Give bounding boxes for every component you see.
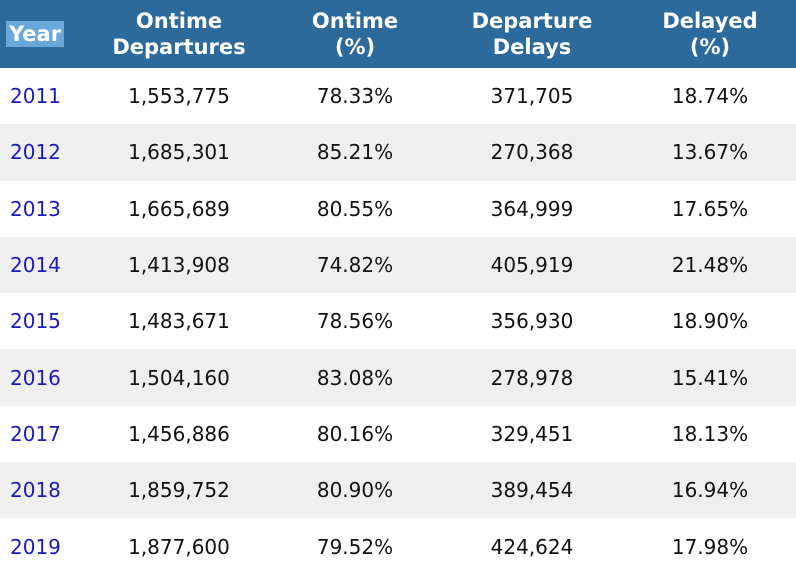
delayed-pct-cell: 17.65%: [671, 196, 749, 221]
ontime-departures-cell: 1,483,671: [128, 309, 230, 334]
ontime-pct-cell: 83.08%: [316, 365, 394, 390]
ontime-pct-cell: 80.55%: [316, 196, 394, 221]
ontime-departures-cell: 1,456,886: [128, 421, 230, 446]
departure-delays-cell: 371,705: [490, 84, 574, 109]
year-link[interactable]: 2017: [10, 421, 61, 446]
delayed-pct-cell: 18.90%: [671, 309, 749, 334]
ontime-departures-cell: 1,665,689: [128, 196, 230, 221]
header-row: Year Ontime Departures Ontime (%) Depart…: [0, 0, 796, 68]
table-row: 2019 1,877,600 79.52% 424,624 17.98%: [0, 518, 796, 574]
ontime-pct-cell: 80.90%: [316, 478, 394, 503]
ontime-pct-cell: 78.56%: [316, 309, 394, 334]
header-ontime-departures-line2: Departures: [112, 35, 246, 59]
departure-delays-cell: 405,919: [490, 253, 574, 278]
ontime-departures-cell: 1,504,160: [128, 365, 230, 390]
ontime-pct-cell: 78.33%: [316, 84, 394, 109]
delayed-pct-cell: 18.74%: [671, 84, 749, 109]
header-delayed-pct: Delayed (%): [624, 0, 796, 68]
departure-delays-cell: 389,454: [490, 478, 574, 503]
year-link[interactable]: 2018: [10, 478, 61, 503]
header-departure-delays-line1: Departure: [471, 9, 593, 33]
ontime-pct-cell: 79.52%: [316, 534, 394, 559]
year-link[interactable]: 2011: [10, 84, 61, 109]
table-body: 2011 1,553,775 78.33% 371,705 18.74% 201…: [0, 68, 796, 575]
header-ontime-departures: Ontime Departures: [88, 0, 270, 68]
year-link[interactable]: 2013: [10, 196, 61, 221]
year-link[interactable]: 2014: [10, 253, 61, 278]
header-ontime-pct: Ontime (%): [270, 0, 440, 68]
header-delayed-pct-line2: (%): [689, 35, 731, 59]
departure-delays-cell: 278,978: [490, 365, 574, 390]
table-header: Year Ontime Departures Ontime (%) Depart…: [0, 0, 796, 68]
table-row: 2011 1,553,775 78.33% 371,705 18.74%: [0, 68, 796, 124]
ontime-pct-cell: 85.21%: [316, 140, 394, 165]
header-delayed-pct-line1: Delayed: [662, 9, 758, 33]
ontime-pct-cell: 80.16%: [316, 421, 394, 446]
delayed-pct-cell: 17.98%: [671, 534, 749, 559]
year-link[interactable]: 2015: [10, 309, 61, 334]
table-row: 2016 1,504,160 83.08% 278,978 15.41%: [0, 349, 796, 406]
departure-delays-cell: 356,930: [490, 309, 574, 334]
ontime-departures-cell: 1,685,301: [128, 140, 230, 165]
delayed-pct-cell: 15.41%: [671, 365, 749, 390]
ontime-departures-cell: 1,553,775: [128, 84, 230, 109]
table-row: 2018 1,859,752 80.90% 389,454 16.94%: [0, 462, 796, 519]
departure-delays-cell: 270,368: [490, 140, 574, 165]
departure-delays-cell: 364,999: [490, 196, 574, 221]
departure-delays-cell: 329,451: [490, 421, 574, 446]
table-row: 2013 1,665,689 80.55% 364,999 17.65%: [0, 181, 796, 237]
ontime-departures-cell: 1,877,600: [128, 534, 230, 559]
header-departure-delays: Departure Delays: [440, 0, 624, 68]
header-ontime-departures-line1: Ontime: [135, 9, 223, 33]
departure-delays-cell: 424,624: [490, 534, 574, 559]
year-link[interactable]: 2019: [10, 534, 61, 559]
header-departure-delays-line2: Delays: [492, 35, 572, 59]
delayed-pct-cell: 18.13%: [671, 421, 749, 446]
header-ontime-pct-line1: Ontime: [311, 9, 399, 33]
table-row: 2015 1,483,671 78.56% 356,930 18.90%: [0, 293, 796, 349]
delayed-pct-cell: 13.67%: [671, 140, 749, 165]
year-link[interactable]: 2016: [10, 365, 61, 390]
table-row: 2017 1,456,886 80.16% 329,451 18.13%: [0, 406, 796, 462]
delayed-pct-cell: 16.94%: [671, 478, 749, 503]
header-ontime-pct-line2: (%): [334, 35, 376, 59]
ontime-pct-cell: 74.82%: [316, 253, 394, 278]
table-row: 2014 1,413,908 74.82% 405,919 21.48%: [0, 236, 796, 294]
header-year: Year: [0, 0, 88, 68]
delayed-pct-cell: 21.48%: [671, 253, 749, 278]
table-row: 2012 1,685,301 85.21% 270,368 13.67%: [0, 124, 796, 181]
header-year-label: Year: [6, 21, 65, 47]
ontime-departures-cell: 1,859,752: [128, 478, 230, 503]
ontime-departures-cell: 1,413,908: [128, 253, 230, 278]
year-link[interactable]: 2012: [10, 140, 61, 165]
